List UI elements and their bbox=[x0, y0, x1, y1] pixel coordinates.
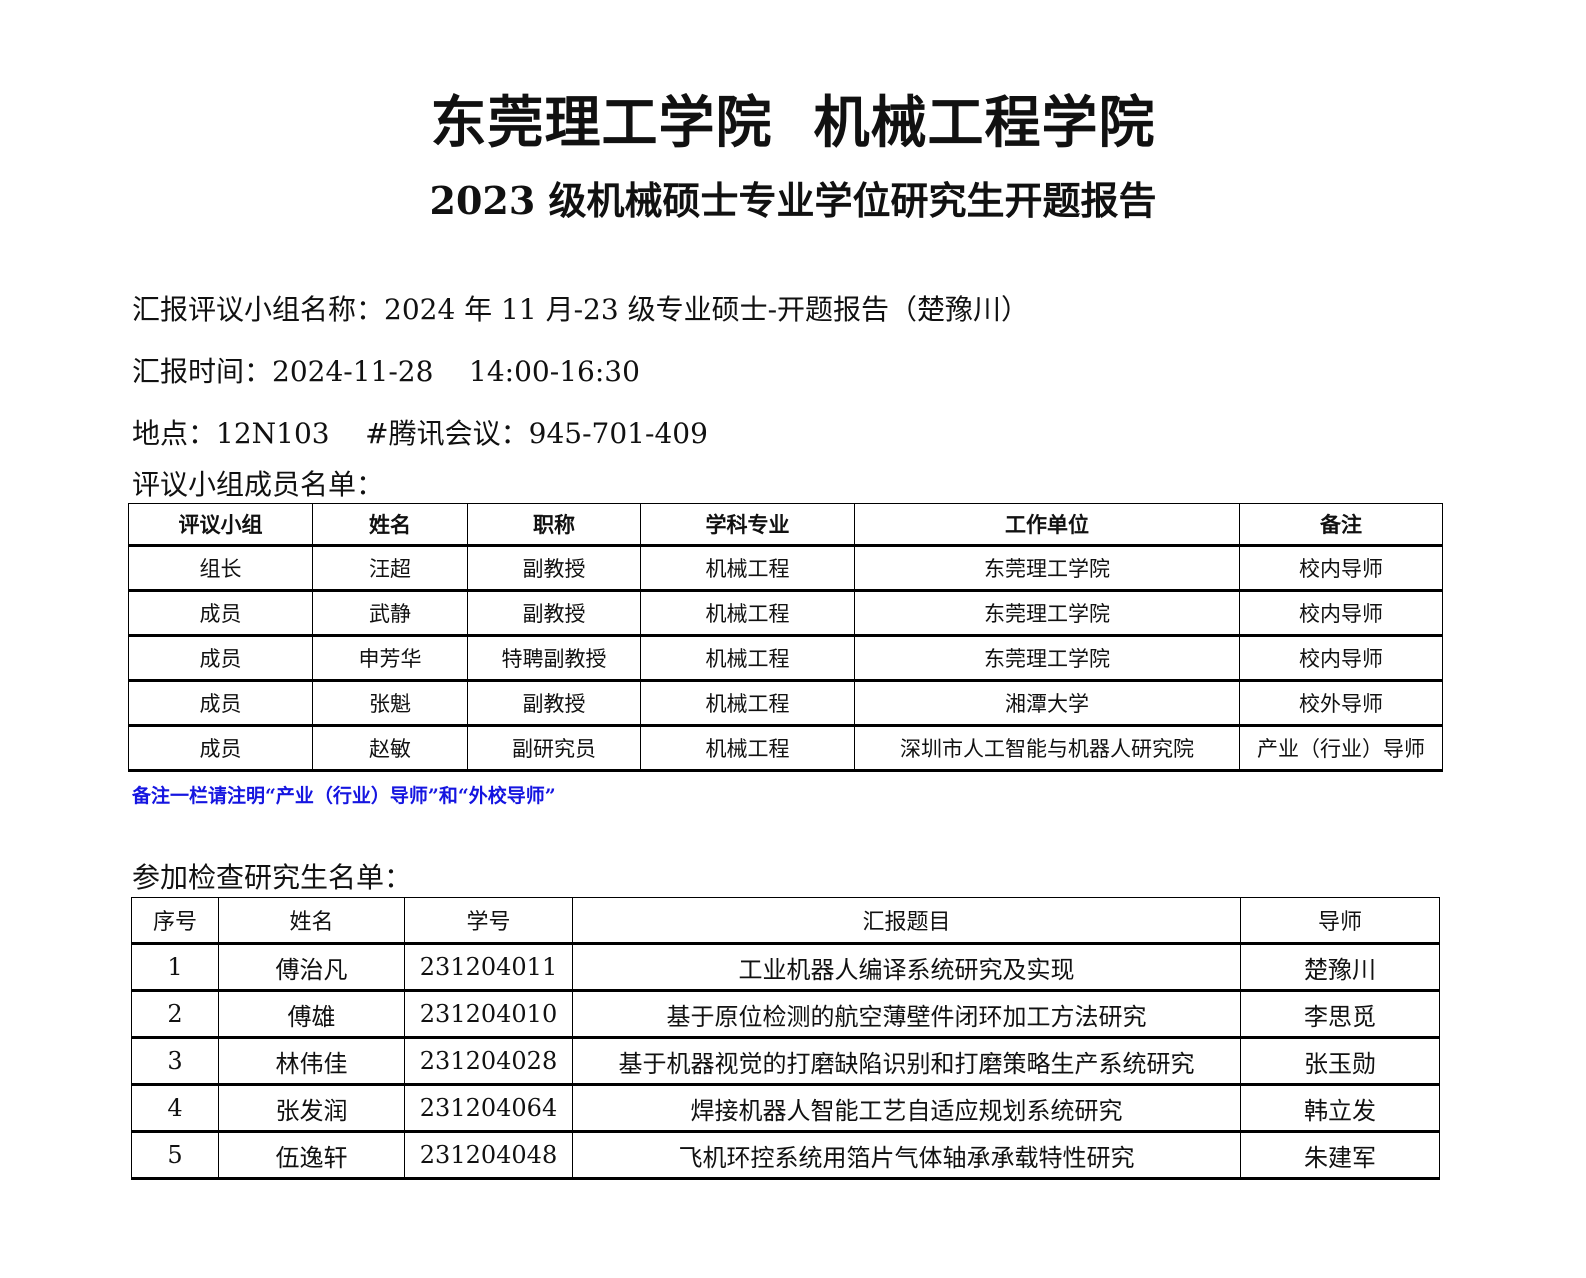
location: 地点：12N103 #腾讯会议：945-701-409 bbox=[132, 417, 708, 450]
students-heading: 参加检查研究生名单： bbox=[132, 861, 413, 894]
table-cell: 伍逸轩 bbox=[218, 1131, 405, 1179]
table-cell: 成员 bbox=[128, 680, 313, 726]
table-cell: 湘潭大学 bbox=[854, 680, 1240, 726]
table-cell: 校外导师 bbox=[1239, 680, 1443, 726]
table-cell: 成员 bbox=[128, 725, 313, 771]
table-cell: 231204064 bbox=[404, 1084, 573, 1132]
table-cell: 基于机器视觉的打磨缺陷识别和打磨策略生产系统研究 bbox=[572, 1037, 1241, 1085]
table-cell: 基于原位检测的航空薄壁件闭环加工方法研究 bbox=[572, 990, 1241, 1038]
table-cell: 张魁 bbox=[312, 680, 468, 726]
table-cell: 2 bbox=[131, 990, 219, 1038]
group-name: 汇报评议小组名称：2024 年 11 月-23 级专业硕士-开题报告（楚豫川） bbox=[132, 293, 1030, 326]
table-cell: 深圳市人工智能与机器人研究院 bbox=[854, 725, 1240, 771]
panel-heading: 评议小组成员名单： bbox=[132, 468, 385, 501]
table-cell: 楚豫川 bbox=[1240, 943, 1440, 991]
report-time: 汇报时间：2024-11-28 14:00-16:30 bbox=[132, 355, 640, 388]
table-cell: 成员 bbox=[128, 635, 313, 681]
table-cell: 机械工程 bbox=[640, 725, 855, 771]
table-cell: 1 bbox=[131, 943, 219, 991]
table-cell: 东莞理工学院 bbox=[854, 545, 1240, 591]
table-cell: 机械工程 bbox=[640, 545, 855, 591]
table-cell: 朱建军 bbox=[1240, 1131, 1440, 1179]
table-row: 成员 赵敏 副研究员 机械工程 深圳市人工智能与机器人研究院 产业（行业）导师 bbox=[128, 725, 1443, 771]
table-cell: 3 bbox=[131, 1037, 219, 1085]
table-cell: 校内导师 bbox=[1239, 590, 1443, 636]
note-text: 备注一栏请注明“产业（行业）导师”和“外校导师” bbox=[132, 785, 556, 807]
table-cell: 231204010 bbox=[404, 990, 573, 1038]
table-row: 成员 申芳华 特聘副教授 机械工程 东莞理工学院 校内导师 bbox=[128, 635, 1443, 681]
table-cell: 林伟佳 bbox=[218, 1037, 405, 1085]
column-header: 学科专业 bbox=[640, 503, 855, 546]
table-row: 1 傅治凡 231204011 工业机器人编译系统研究及实现 楚豫川 bbox=[131, 943, 1440, 991]
column-header: 备注 bbox=[1239, 503, 1443, 546]
table-cell: 4 bbox=[131, 1084, 219, 1132]
table-cell: 傅雄 bbox=[218, 990, 405, 1038]
document-title: 东莞理工学院 机械工程学院 bbox=[430, 90, 1156, 156]
table-cell: 张发润 bbox=[218, 1084, 405, 1132]
table-cell: 飞机环控系统用箔片气体轴承承载特性研究 bbox=[572, 1131, 1241, 1179]
table-cell: 李思觅 bbox=[1240, 990, 1440, 1038]
table-cell: 231204011 bbox=[404, 943, 573, 991]
table-row: 成员 张魁 副教授 机械工程 湘潭大学 校外导师 bbox=[128, 680, 1443, 726]
table-cell: 张玉勋 bbox=[1240, 1037, 1440, 1085]
table-row: 4 张发润 231204064 焊接机器人智能工艺自适应规划系统研究 韩立发 bbox=[131, 1084, 1440, 1132]
table-cell: 工业机器人编译系统研究及实现 bbox=[572, 943, 1241, 991]
column-header: 工作单位 bbox=[854, 503, 1240, 546]
students-table: 序号 姓名 学号 汇报题目 导师 1 傅治凡 231204011 工业机器人编译系统研究及实现楚… bbox=[131, 897, 1440, 1180]
table-cell: 机械工程 bbox=[640, 680, 855, 726]
table-cell: 副教授 bbox=[467, 590, 641, 636]
table-cell: 231204028 bbox=[404, 1037, 573, 1085]
table-cell: 231204048 bbox=[404, 1131, 573, 1179]
table-cell: 武静 bbox=[312, 590, 468, 636]
table-cell: 傅治凡 bbox=[218, 943, 405, 991]
table-cell: 机械工程 bbox=[640, 635, 855, 681]
table-cell: 产业（行业）导师 bbox=[1239, 725, 1443, 771]
table-cell: 汪超 bbox=[312, 545, 468, 591]
column-header: 导师 bbox=[1240, 897, 1440, 944]
table-cell: 副教授 bbox=[467, 545, 641, 591]
column-header: 学号 bbox=[404, 897, 573, 944]
table-cell: 特聘副教授 bbox=[467, 635, 641, 681]
table-cell: 韩立发 bbox=[1240, 1084, 1440, 1132]
column-header: 姓名 bbox=[312, 503, 468, 546]
table-row: 2 傅雄 231204010 基于原位检测的航空薄壁件闭环加工方法研究 李思觅 bbox=[131, 990, 1440, 1038]
table-cell: 副研究员 bbox=[467, 725, 641, 771]
table-row: 5 伍逸轩 231204048 飞机环控系统用箔片气体轴承承载特性研究 朱建军 bbox=[131, 1131, 1440, 1179]
panel-table: 评议小组 姓名 职称 学科专业 工作单位 备注 组长 汪超 副教授 机械工程 东莞理工学院 校内导师成… bbox=[128, 503, 1443, 772]
table-row: 3 林伟佳 231204028 基于机器视觉的打磨缺陷识别和打磨策略生产系统研究 张玉勋 bbox=[131, 1037, 1440, 1085]
table-cell: 机械工程 bbox=[640, 590, 855, 636]
column-header: 序号 bbox=[131, 897, 219, 944]
table-cell: 5 bbox=[131, 1131, 219, 1179]
table-cell: 校内导师 bbox=[1239, 635, 1443, 681]
document-subtitle: 2023 级机械硕士专业学位研究生开题报告 bbox=[429, 178, 1157, 223]
column-header: 汇报题目 bbox=[572, 897, 1241, 944]
table-cell: 组长 bbox=[128, 545, 313, 591]
table-row: 组长 汪超 副教授 机械工程 东莞理工学院 校内导师 bbox=[128, 545, 1443, 591]
table-cell: 副教授 bbox=[467, 680, 641, 726]
table-cell: 赵敏 bbox=[312, 725, 468, 771]
table-cell: 东莞理工学院 bbox=[854, 635, 1240, 681]
column-header: 评议小组 bbox=[128, 503, 313, 546]
table-row: 成员 武静 副教授 机械工程 东莞理工学院 校内导师 bbox=[128, 590, 1443, 636]
table-cell: 申芳华 bbox=[312, 635, 468, 681]
table-cell: 成员 bbox=[128, 590, 313, 636]
table-cell: 校内导师 bbox=[1239, 545, 1443, 591]
table-cell: 东莞理工学院 bbox=[854, 590, 1240, 636]
column-header: 姓名 bbox=[218, 897, 405, 944]
table-cell: 焊接机器人智能工艺自适应规划系统研究 bbox=[572, 1084, 1241, 1132]
column-header: 职称 bbox=[467, 503, 641, 546]
